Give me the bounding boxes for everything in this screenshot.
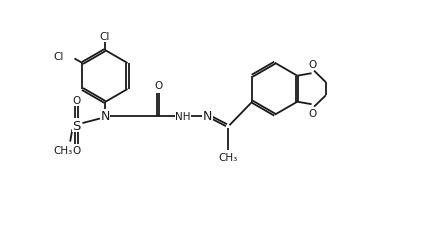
Text: O: O: [72, 146, 81, 155]
Text: Cl: Cl: [53, 52, 63, 62]
Text: O: O: [154, 81, 162, 91]
Text: O: O: [309, 109, 317, 119]
Text: CH₃: CH₃: [218, 153, 237, 163]
Text: S: S: [72, 119, 81, 132]
Text: CH₃: CH₃: [53, 145, 72, 155]
Text: O: O: [72, 96, 81, 106]
Text: O: O: [309, 60, 317, 70]
Text: N: N: [100, 110, 110, 123]
Text: NH: NH: [175, 112, 191, 122]
Text: N: N: [203, 110, 212, 123]
Text: Cl: Cl: [100, 32, 110, 42]
